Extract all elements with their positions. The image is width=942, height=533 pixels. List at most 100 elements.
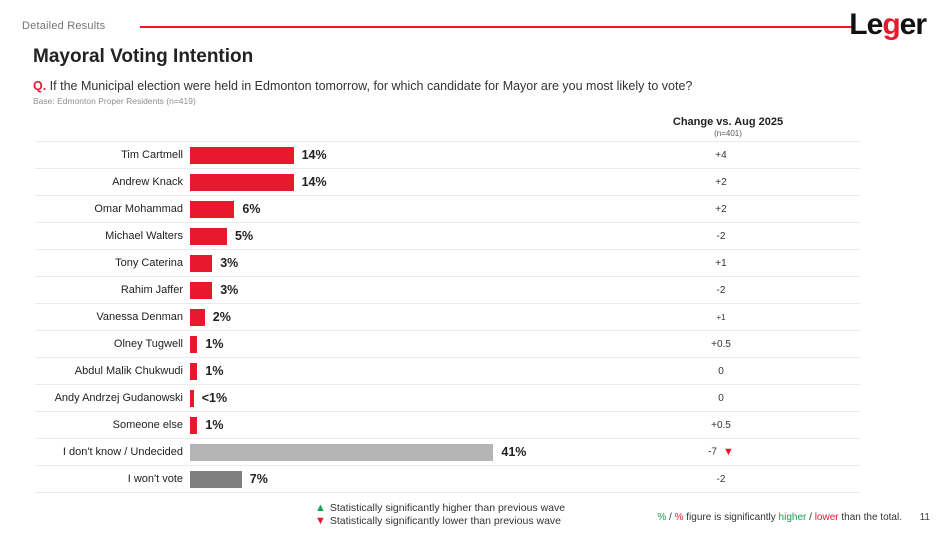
table-row: Tim Cartmell 14% +4▼ (35, 142, 860, 169)
change-value: 0▼ (589, 366, 853, 377)
bar-cell: 2% (190, 308, 589, 326)
change-column-title: Change vs. Aug 2025 (672, 116, 784, 128)
change-number: +0.5 (711, 419, 731, 431)
legend-lower: ▼ Statistically significantly lower than … (315, 515, 565, 528)
candidate-label: I won't vote (127, 473, 183, 485)
candidate-label: Michael Walters (105, 230, 183, 242)
bar-cell: 1% (190, 362, 589, 380)
bar-cell: 1% (190, 416, 589, 434)
candidate-label: Rahim Jaffer (120, 284, 183, 296)
change-number: +1 (715, 257, 727, 269)
question-body: If the Municipal election were held in E… (46, 79, 693, 93)
footnote-slash1: / (666, 512, 675, 523)
total-significance-footnote: % / % figure is significantly higher / l… (657, 512, 902, 523)
table-row: I don't know / Undecided 41% -7 ▼ (35, 439, 860, 466)
logo-part3: er (899, 8, 927, 41)
change-number: -2 (716, 230, 726, 242)
result-value: 3% (220, 283, 239, 297)
table-row: Michael Walters 5% -2▼ (35, 223, 860, 250)
candidate-label: I don't know / Undecided (62, 446, 183, 458)
footnote-red-pct: % (674, 512, 684, 523)
result-value: <1% (201, 391, 228, 405)
result-value: 1% (205, 418, 224, 432)
candidate-label: Tony Caterina (115, 257, 183, 269)
change-number: +4 (715, 149, 727, 161)
change-value: -2▼ (589, 231, 853, 242)
result-bar (190, 173, 294, 191)
section-eyebrow: Detailed Results (22, 20, 106, 32)
change-value: 0▼ (589, 393, 853, 404)
footnote-text1: figure is significantly (683, 512, 779, 523)
triangle-up-icon: ▲ (315, 502, 326, 514)
change-number: +0.5 (711, 338, 731, 350)
result-bar (190, 416, 198, 434)
change-number: 0 (718, 365, 724, 377)
result-bar (190, 470, 242, 488)
candidate-label: Omar Mohammad (94, 203, 183, 215)
result-value: 7% (249, 472, 268, 486)
results-table: Tim Cartmell 14% +4▼ Andrew Knack 14% +2… (35, 141, 860, 493)
question-text: Q. If the Municipal election were held i… (33, 79, 692, 93)
change-value: -2▼ (589, 474, 853, 485)
result-bar (190, 146, 294, 164)
change-value: +0.5▼ (589, 339, 853, 350)
result-bar (190, 443, 494, 461)
page-number: 11 (919, 512, 930, 523)
change-value: +1▼ (589, 313, 853, 322)
result-value: 14% (301, 148, 327, 162)
bar-cell: 1% (190, 335, 589, 353)
result-bar (190, 227, 227, 245)
result-bar (190, 281, 213, 299)
result-value: 2% (212, 310, 231, 324)
candidate-label: Vanessa Denman (96, 311, 183, 323)
change-value: +1▼ (589, 258, 853, 269)
result-bar (190, 389, 194, 407)
result-value: 6% (242, 202, 261, 216)
change-number: +2 (715, 203, 727, 215)
table-row: Abdul Malik Chukwudi 1% 0▼ (35, 358, 860, 385)
change-number: 0 (718, 392, 724, 404)
result-bar (190, 335, 198, 353)
result-value: 1% (205, 364, 224, 378)
bar-cell: 14% (190, 146, 589, 164)
bar-cell: 7% (190, 470, 589, 488)
change-value: +4▼ (589, 150, 853, 161)
candidate-label: Abdul Malik Chukwudi (74, 365, 183, 377)
footnote-higher: higher (778, 512, 807, 523)
significance-legend: ▲ Statistically significantly higher than… (315, 502, 565, 528)
leger-logo: Leger (849, 8, 927, 42)
change-number: +2 (715, 176, 727, 188)
footnote-green-pct: % (657, 512, 667, 523)
candidate-label: Andy Andrzej Gudanowski (54, 392, 183, 404)
result-bar (190, 308, 205, 326)
change-column-header: Change vs. Aug 2025 (n=401) (631, 116, 825, 138)
table-row: Rahim Jaffer 3% -2▼ (35, 277, 860, 304)
legend-higher-text: Statistically significantly higher than … (329, 502, 566, 514)
candidate-label: Tim Cartmell (121, 149, 183, 161)
bar-cell: 14% (190, 173, 589, 191)
result-value: 3% (220, 256, 239, 270)
table-row: Omar Mohammad 6% +2▼ (35, 196, 860, 223)
question-label: Q. (33, 79, 47, 93)
change-number: -7 (708, 446, 717, 458)
candidate-label: Someone else (112, 419, 183, 431)
change-number: -2 (716, 473, 726, 485)
base-note: Base: Edmonton Proper Residents (n=419) (33, 96, 196, 106)
result-bar (190, 254, 213, 272)
change-column-subtitle: (n=401) (714, 129, 742, 138)
legend-higher: ▲ Statistically significantly higher than… (315, 502, 565, 515)
table-row: Tony Caterina 3% +1▼ (35, 250, 860, 277)
footnote-lower: lower (814, 512, 839, 523)
bar-cell: 5% (190, 227, 589, 245)
change-value: -2▼ (589, 285, 853, 296)
bar-cell: 3% (190, 254, 589, 272)
change-value: -7 ▼ (589, 446, 853, 458)
result-value: 14% (301, 175, 327, 189)
result-value: 41% (501, 445, 527, 459)
result-bar (190, 362, 198, 380)
table-row: Someone else 1% +0.5▼ (35, 412, 860, 439)
logo-part2: g (882, 8, 900, 41)
table-row: Vanessa Denman 2% +1▼ (35, 304, 860, 331)
footnote-slash2: / (806, 512, 815, 523)
